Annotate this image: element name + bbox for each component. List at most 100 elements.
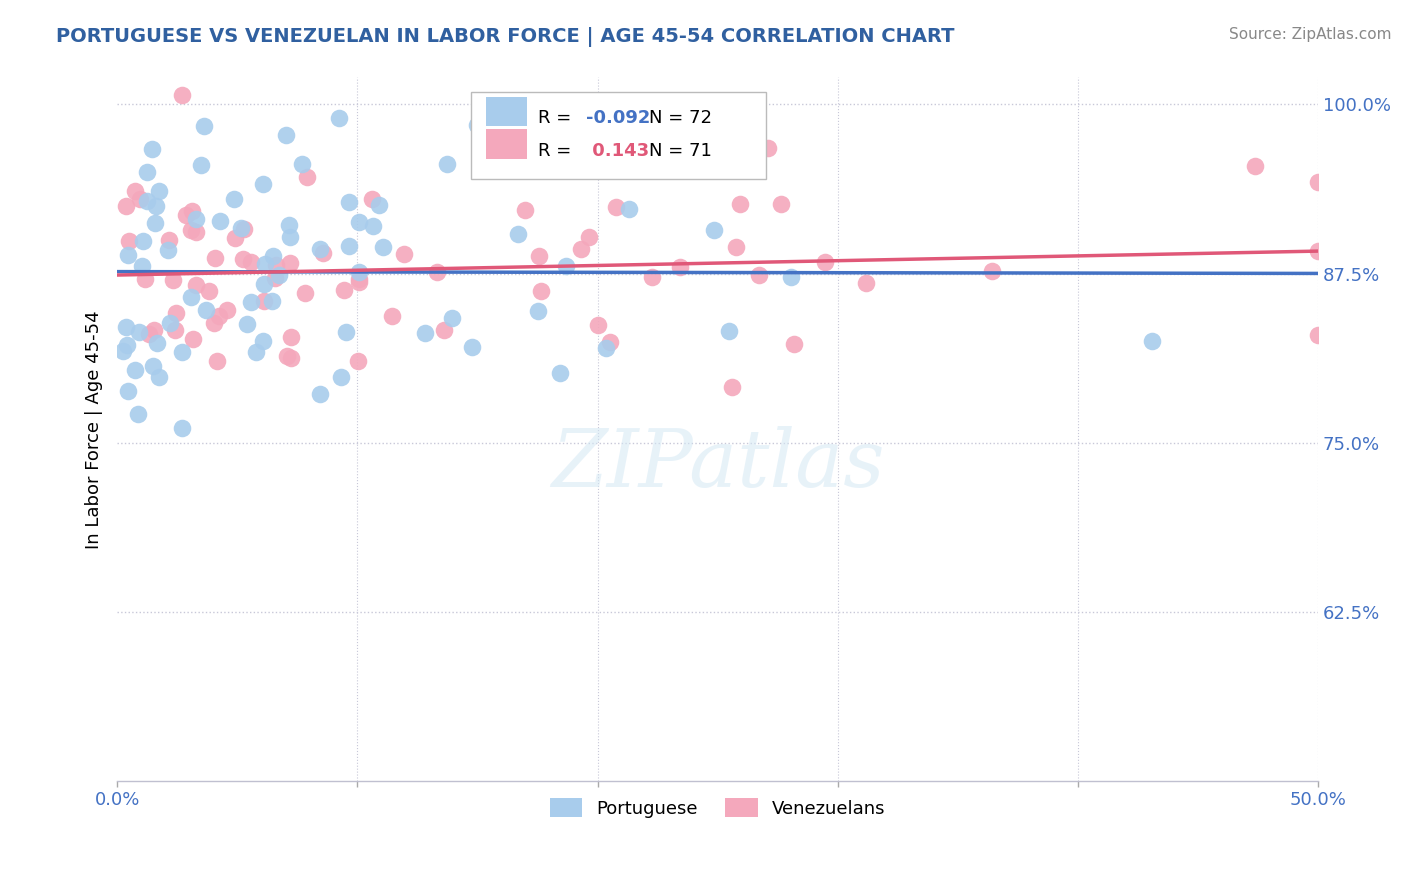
FancyBboxPatch shape [486,129,527,159]
Point [135,194,157,208]
Point [361,219,384,233]
Point [367,198,389,212]
Point [162,273,184,287]
Point [725,239,748,253]
Y-axis label: In Labor Force | Age 45-54: In Labor Force | Age 45-54 [86,310,103,549]
Point [1308,328,1330,343]
Point [346,354,368,368]
Point [204,251,226,265]
Text: -0.092: -0.092 [585,110,650,128]
Point [180,203,202,218]
Point [215,302,238,317]
Point [124,184,146,198]
Point [595,341,617,355]
Point [329,370,352,384]
Point [280,329,302,343]
Point [186,277,208,292]
Point [117,248,139,262]
Point [529,285,551,299]
Text: PORTUGUESE VS VENEZUELAN IN LABOR FORCE | AGE 45-54 CORRELATION CHART: PORTUGUESE VS VENEZUELAN IN LABOR FORCE … [56,27,955,46]
Point [347,215,370,229]
Point [253,294,276,309]
Point [124,363,146,377]
Point [132,234,155,248]
Point [183,332,205,346]
Point [118,234,141,248]
Point [229,220,252,235]
Point [436,157,458,171]
Text: N = 72: N = 72 [650,110,713,128]
Point [780,270,803,285]
Point [114,199,136,213]
Point [280,351,302,366]
Point [728,197,751,211]
Point [260,294,283,309]
Point [117,384,139,399]
Point [280,256,302,270]
Point [222,192,245,206]
Text: 0.143: 0.143 [585,142,648,160]
Point [335,325,357,339]
Point [236,317,259,331]
Point [309,243,332,257]
Point [586,318,609,333]
Point [347,265,370,279]
Point [309,387,332,401]
Point [508,227,530,241]
Point [232,252,254,266]
Point [1308,175,1330,189]
Point [432,323,454,337]
Point [605,201,627,215]
Point [145,199,167,213]
Point [184,212,207,227]
Point [703,223,725,237]
Point [146,335,169,350]
Point [276,128,298,142]
Point [641,270,664,285]
Point [205,354,228,368]
Point [202,316,225,330]
Point [328,111,350,125]
Point [170,344,193,359]
Point [578,229,600,244]
Point [264,258,287,272]
Point [252,334,274,348]
Point [232,222,254,236]
Point [127,407,149,421]
Point [721,380,744,394]
Point [186,225,208,239]
Point [981,264,1004,278]
Point [783,337,806,351]
Point [193,119,215,133]
Point [135,165,157,179]
Point [170,88,193,103]
Point [115,337,138,351]
Point [277,218,299,232]
Point [756,141,779,155]
Point [111,343,134,358]
Legend: Portuguese, Venezuelans: Portuguese, Venezuelans [543,791,893,825]
Point [142,323,165,337]
Text: R =: R = [537,110,576,128]
Point [426,265,449,279]
Point [278,230,301,244]
Point [381,309,404,323]
Point [291,156,314,170]
Point [159,316,181,330]
Point [347,275,370,289]
Point [142,359,165,374]
Point [548,367,571,381]
Point [224,231,246,245]
Point [209,214,232,228]
Point [194,302,217,317]
Point [190,158,212,172]
Point [465,119,488,133]
Point [157,233,180,247]
Point [267,268,290,282]
Text: R =: R = [537,142,576,160]
Point [371,240,394,254]
Point [527,249,550,263]
Text: ZIPatlas: ZIPatlas [551,425,884,503]
Point [163,323,186,337]
Point [294,285,316,300]
